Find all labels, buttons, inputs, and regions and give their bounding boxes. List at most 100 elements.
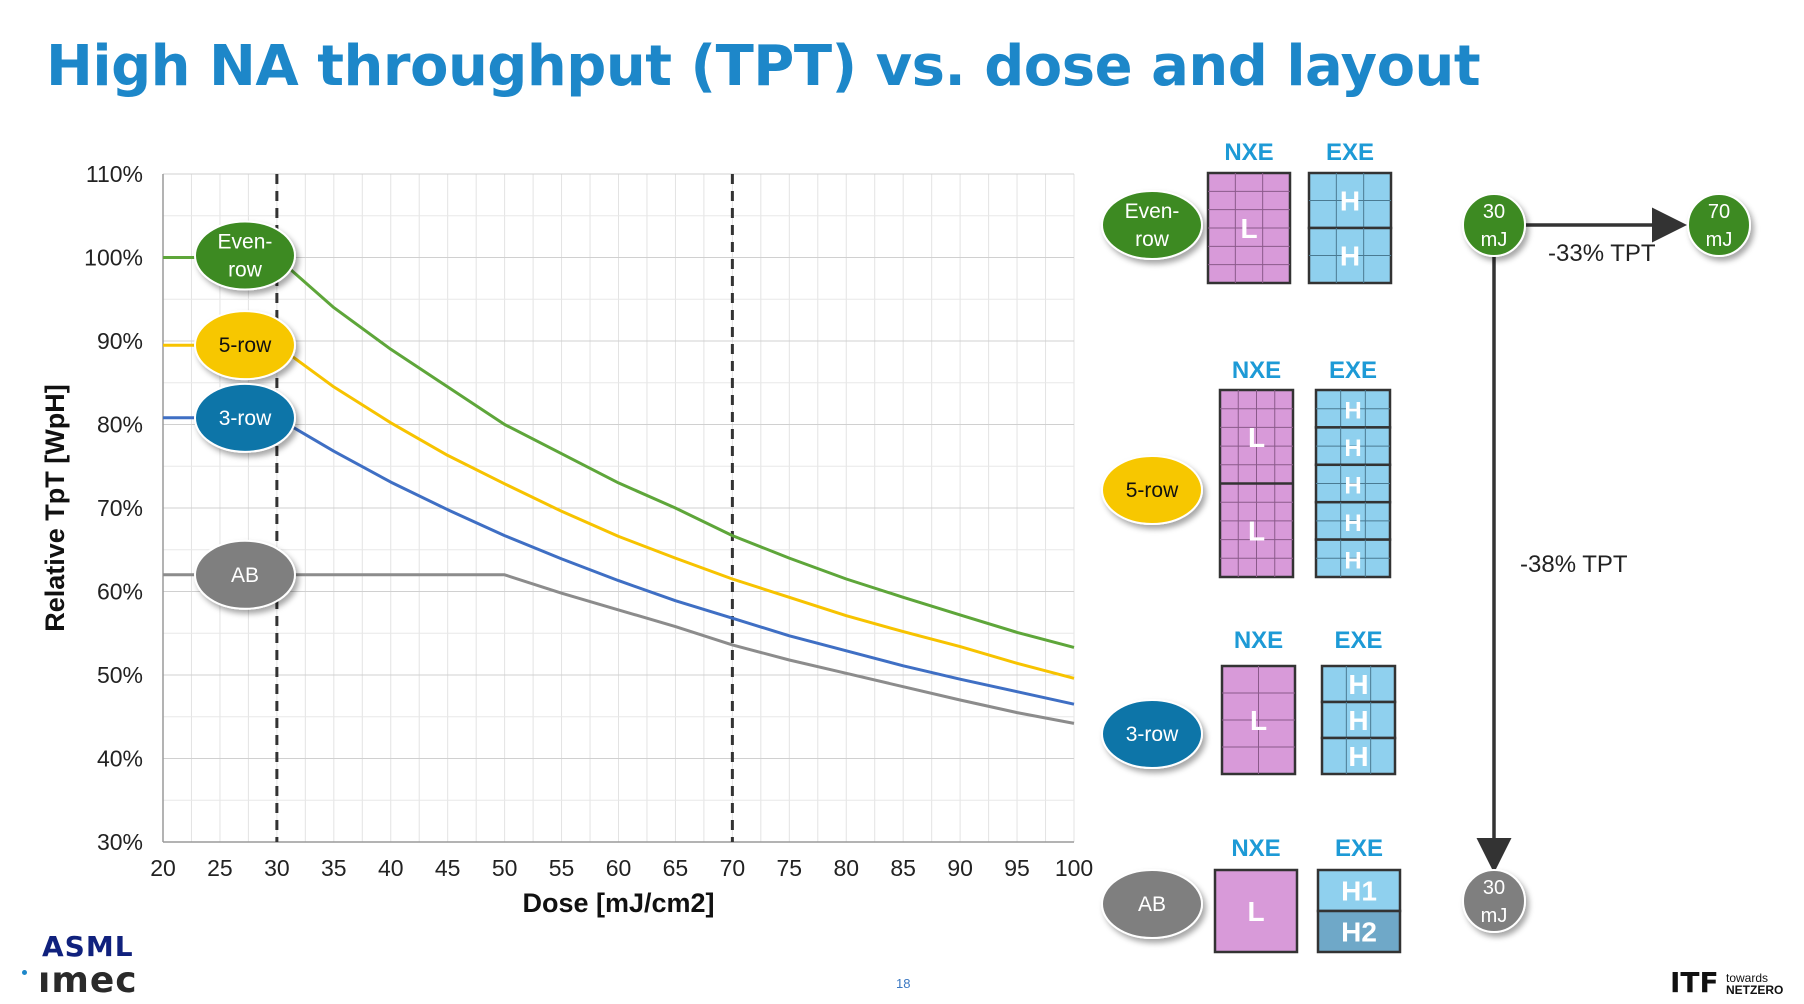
exe-cell-label: H bbox=[1340, 241, 1360, 272]
exe-cell-label: H bbox=[1344, 398, 1361, 425]
chart-axes bbox=[162, 174, 1074, 843]
series-line-ab bbox=[163, 573, 1075, 725]
itf-tagline-top: towards bbox=[1726, 971, 1769, 985]
exe-cell-label: H bbox=[1344, 547, 1361, 574]
layout-bubble bbox=[1101, 455, 1203, 525]
layout-bubble bbox=[1101, 190, 1203, 260]
nxe-cell-label: L bbox=[1248, 422, 1265, 453]
x-tick-label: 60 bbox=[606, 855, 632, 881]
series-bubble-label: AB bbox=[231, 564, 259, 587]
nxe-header: NXE bbox=[1231, 835, 1280, 862]
x-tick-label: 85 bbox=[890, 855, 916, 881]
nxe-header: NXE bbox=[1224, 139, 1273, 166]
vertical-delta-label: -38% TPT bbox=[1520, 551, 1628, 578]
x-tick-label: 100 bbox=[1055, 855, 1093, 881]
itf-tagline: towards NETZERO bbox=[1726, 972, 1783, 996]
exe-header: EXE bbox=[1335, 835, 1383, 862]
series-line-even-row bbox=[163, 256, 1075, 649]
y-tick-label: 30% bbox=[97, 829, 143, 855]
reference-lines bbox=[275, 174, 734, 842]
y-tick-label: 50% bbox=[97, 662, 143, 688]
exe-cell-label: H bbox=[1340, 186, 1360, 217]
x-tick-label: 40 bbox=[378, 855, 404, 881]
chart-ticks: 20 25 30 35 40 45 50 55 60 65 70 75 80 85 90 95 100 30% 40… bbox=[40, 161, 1093, 918]
exe-cell bbox=[1320, 736, 1397, 776]
dose-70mj-label: 70 mJ bbox=[1706, 201, 1733, 251]
exe-cell-label: H bbox=[1344, 473, 1361, 500]
dose-70mj bbox=[1687, 193, 1751, 257]
nxe-cell-label: L bbox=[1248, 515, 1265, 546]
exe-cell bbox=[1320, 700, 1397, 740]
x-tick-label: 80 bbox=[833, 855, 859, 881]
nxe-cell-label: L bbox=[1240, 213, 1257, 244]
series-bubble-label: 3-row bbox=[219, 407, 272, 430]
x-tick-label: 75 bbox=[777, 855, 803, 881]
layout-row: NXE EXE Even-row L HH bbox=[1101, 139, 1393, 285]
series-bubble bbox=[193, 220, 296, 291]
series-labels: Even-row 5-row 3-row AB bbox=[193, 220, 296, 610]
itf-tagline-bottom: NETZERO bbox=[1726, 983, 1784, 997]
layout-bubble-label: Even-row bbox=[1125, 200, 1180, 251]
x-tick-label: 20 bbox=[150, 855, 176, 881]
x-tick-label: 55 bbox=[549, 855, 575, 881]
exe-cell-label: H bbox=[1344, 510, 1361, 537]
chart-series bbox=[163, 256, 1075, 725]
layout-row: NXE EXE AB L H1 H2 bbox=[1101, 835, 1402, 954]
y-tick-label: 100% bbox=[84, 245, 143, 271]
asml-logo: ASML bbox=[42, 930, 134, 963]
dose-30mj-bottom-label: 30 mJ bbox=[1481, 877, 1508, 927]
layout-bubble bbox=[1101, 869, 1203, 939]
exe-cell-label: H2 bbox=[1341, 917, 1377, 948]
logo-dot bbox=[22, 970, 27, 975]
exe-header: EXE bbox=[1326, 139, 1374, 166]
itf-logo: ITF bbox=[1670, 966, 1719, 999]
nxe-cell-label: L bbox=[1250, 705, 1267, 736]
y-tick-label: 70% bbox=[97, 495, 143, 521]
nxe-header: NXE bbox=[1234, 627, 1283, 654]
y-axis-title: Relative TpT [WpH] bbox=[40, 384, 70, 632]
nxe-block bbox=[1213, 868, 1299, 954]
y-tick-label: 40% bbox=[97, 746, 143, 772]
x-tick-label: 95 bbox=[1004, 855, 1030, 881]
series-bubble-label: 5-row bbox=[219, 334, 272, 357]
layout-bubble bbox=[1101, 699, 1203, 769]
exe-cell-label: H bbox=[1348, 669, 1368, 700]
x-tick-label: 30 bbox=[264, 855, 290, 881]
series-bubble bbox=[193, 539, 296, 610]
x-tick-label: 50 bbox=[492, 855, 518, 881]
exe-cell-label: H bbox=[1348, 705, 1368, 736]
y-tick-label: 90% bbox=[97, 328, 143, 354]
page-title: High NA throughput (TPT) vs. dose and la… bbox=[46, 34, 1481, 99]
x-tick-label: 65 bbox=[663, 855, 689, 881]
series-bubble bbox=[193, 382, 296, 453]
series-line-3-row bbox=[163, 416, 1075, 706]
x-tick-label: 45 bbox=[435, 855, 461, 881]
exe-cell bbox=[1316, 909, 1402, 954]
series-bubble-label: Even-row bbox=[218, 231, 273, 282]
dose-annotations: 30 mJ 70 mJ 30 mJ -33% TPT -38% TPT bbox=[1462, 193, 1751, 933]
exe-header: EXE bbox=[1329, 357, 1377, 384]
series-bubble bbox=[193, 310, 296, 381]
exe-cell-label: H bbox=[1348, 741, 1368, 772]
horizontal-delta-label: -33% TPT bbox=[1548, 240, 1656, 267]
exe-header: EXE bbox=[1334, 627, 1382, 654]
dose-30mj-top-label: 30 mJ bbox=[1481, 201, 1508, 251]
layout-bubble-label: AB bbox=[1138, 893, 1166, 916]
y-tick-label: 110% bbox=[86, 161, 143, 187]
nxe-header: NXE bbox=[1232, 357, 1281, 384]
x-tick-label: 90 bbox=[947, 855, 973, 881]
dose-30mj-top bbox=[1462, 193, 1526, 257]
layout-bubble-label: 5-row bbox=[1126, 479, 1179, 502]
imec-logo: ımec bbox=[38, 960, 138, 1001]
x-tick-label: 25 bbox=[207, 855, 233, 881]
page-number: 18 bbox=[896, 976, 911, 991]
exe-cell bbox=[1316, 868, 1402, 913]
layout-bubble-label: 3-row bbox=[1126, 723, 1179, 746]
dose-30mj-bottom bbox=[1462, 869, 1526, 933]
y-tick-label: 60% bbox=[97, 579, 143, 605]
exe-cell-label: H1 bbox=[1341, 876, 1377, 907]
exe-cell-label: H bbox=[1344, 435, 1361, 462]
